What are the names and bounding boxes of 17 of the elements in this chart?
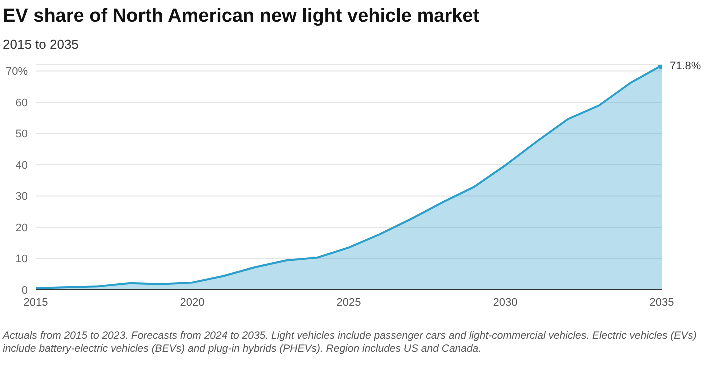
y-tick-label: 70% [6, 66, 28, 78]
y-tick-label: 0 [22, 284, 28, 297]
y-tick-label: 40 [16, 160, 28, 172]
y-tick-label: 60 [16, 97, 28, 110]
y-tick-label: 50 [16, 128, 28, 141]
x-tick-label: 2025 [336, 296, 362, 309]
chart-subtitle: 2015 to 2035 [3, 37, 79, 52]
y-tick-label: 10 [16, 254, 28, 266]
y-tick-label: 30 [16, 191, 28, 204]
y-tick-label: 20 [16, 222, 28, 234]
x-tick-label: 2035 [650, 296, 674, 309]
chart-title: EV share of North American new light vehicle market [3, 6, 480, 28]
x-tick-label: 2020 [180, 296, 205, 309]
text: Actuals from 2015 to 2023. Forecasts from 2024 to 2035. Light vehicles include passenger cars and light-commercial vehicles. Electric vehicles (EVs) include battery-electric vehicles (BEVs) and plug-in hybrids (PHEVs). Region includes US and Canada. [3, 330, 698, 356]
x-tick-label: 2015 [24, 296, 48, 309]
x-tick-label: 2030 [493, 296, 518, 309]
data-label: 71.8% [670, 60, 702, 73]
